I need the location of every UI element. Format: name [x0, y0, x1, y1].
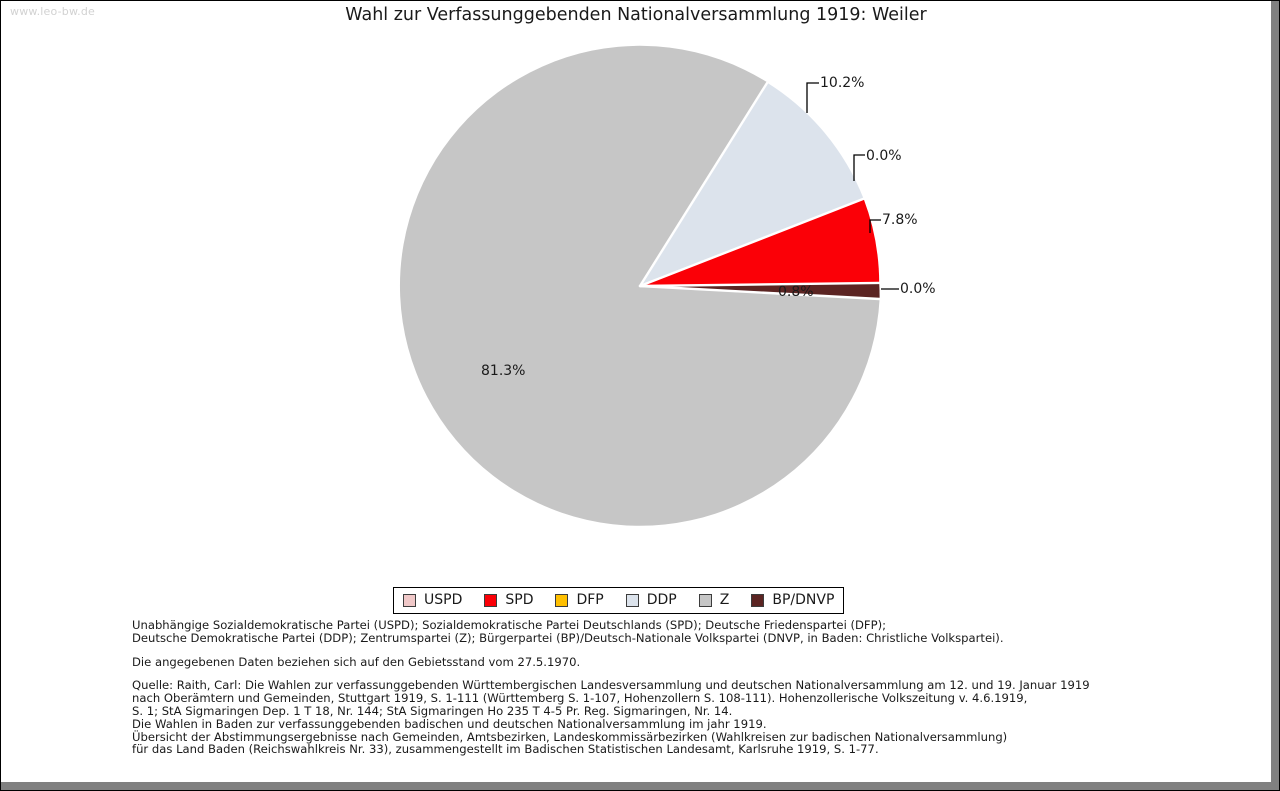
footnote-territory: Die angegebenen Daten beziehen sich auf …	[132, 654, 1252, 669]
footnote-parties: Unabhängige Sozialdemokratische Partei (…	[132, 619, 1252, 645]
legend-swatch-bp-dnvp	[751, 593, 765, 607]
slice-label-ddp: 10.2%	[820, 75, 865, 91]
footnote-source-line-6: für das Land Baden (Reichswahlkreis Nr. …	[132, 742, 879, 757]
legend-item-spd[interactable]: SPD	[484, 592, 533, 608]
footnote-source-line-2: nach Oberämtern und Gemeinden, Stuttgart…	[132, 691, 1028, 706]
label-leader-lines	[806, 82, 899, 290]
footnote-source-line-1: Quelle: Raith, Carl: Die Wahlen zur verf…	[132, 678, 1090, 693]
leader-line-ddp	[806, 82, 819, 113]
chart-title: Wahl zur Verfassunggebenden Nationalvers…	[345, 5, 927, 25]
footnote-source-line-5: Übersicht der Abstimmungsergebnisse nach…	[132, 729, 1008, 744]
legend-label-z: Z	[719, 592, 730, 608]
legend-swatch-dfp	[555, 593, 569, 607]
legend-label-ddp: DDP	[646, 592, 677, 608]
slice-label-uspd: 0.0%	[866, 148, 902, 164]
pie-chart-svg	[399, 45, 899, 526]
legend-swatch-ddp	[625, 593, 639, 607]
pie-slice-ddp[interactable]	[640, 82, 864, 286]
legend-item-uspd[interactable]: USPD	[403, 592, 462, 608]
footnote-source: Quelle: Raith, Carl: Die Wahlen zur verf…	[132, 679, 1252, 756]
legend-label-dfp: DFP	[576, 592, 604, 608]
legend-label-bp-dnvp: BP/DNVP	[772, 592, 835, 608]
footnote-parties-line-2: Deutsche Demokratische Partei (DDP); Zen…	[132, 630, 1004, 645]
pie-slice-spd[interactable]	[640, 198, 880, 286]
footnote-source-line-4: Die Wahlen in Baden zur verfassunggebend…	[132, 716, 767, 731]
footnote-territory-line-1: Die angegebenen Daten beziehen sich auf …	[132, 654, 581, 669]
chart-legend: USPD SPD DFP DDP Z BP/DNVP	[393, 587, 845, 614]
legend-item-dfp[interactable]: DFP	[555, 592, 604, 608]
legend-swatch-z	[698, 593, 712, 607]
pie-slice-separators	[638, 81, 881, 301]
slice-label-z: 81.3%	[481, 363, 526, 379]
leader-line-uspd	[853, 154, 865, 181]
slice-label-dfp: 0.0%	[900, 281, 936, 297]
matte-bottom-edge	[1, 782, 1279, 790]
legend-label-spd: SPD	[505, 592, 534, 608]
pie-plot-area: 10.2% 0.0% 7.8% 0.0% 0.8% 81.3%	[1, 1, 1279, 581]
footnotes: Unabhängige Sozialdemokratische Partei (…	[132, 619, 1252, 756]
slice-label-spd: 7.8%	[882, 212, 918, 228]
legend-item-bp-dnvp[interactable]: BP/DNVP	[751, 592, 834, 608]
matte-right-edge	[1271, 1, 1279, 790]
legend-label-uspd: USPD	[424, 592, 463, 608]
footnote-parties-line-1: Unabhängige Sozialdemokratische Partei (…	[132, 618, 887, 632]
slice-label-bp-dnvp: 0.8%	[778, 284, 814, 300]
legend-item-z[interactable]: Z	[698, 592, 730, 608]
footnote-source-line-3: S. 1; StA Sigmaringen Dep. 1 T 18, Nr. 1…	[132, 703, 733, 718]
legend-swatch-uspd	[403, 593, 416, 607]
legend-item-ddp[interactable]: DDP	[625, 592, 677, 608]
leader-line-spd	[869, 219, 881, 233]
legend-swatch-spd	[484, 593, 498, 607]
watermark: www.leo-bw.de	[10, 5, 96, 18]
